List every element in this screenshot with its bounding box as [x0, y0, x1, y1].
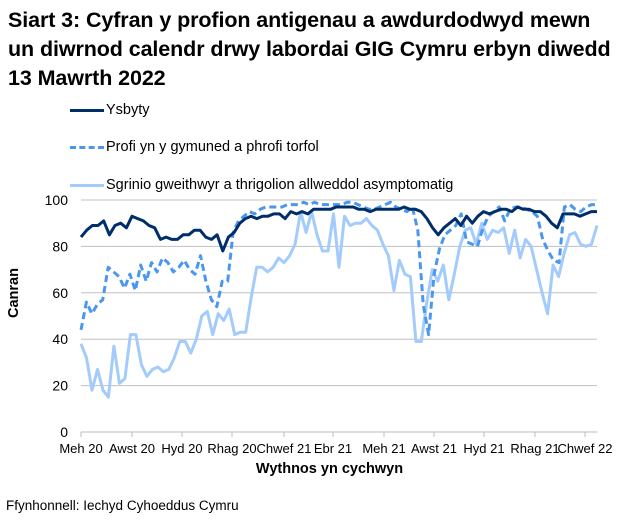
x-tick-label: Awst 20	[109, 441, 155, 456]
y-axis-label: Canran	[6, 268, 22, 318]
x-tick-label: Chwef 21	[257, 441, 312, 456]
series-line	[79, 200, 597, 337]
x-tick-label: Rhag 21	[510, 441, 559, 456]
series-line	[79, 210, 599, 399]
y-tick-label: 20	[52, 378, 68, 394]
x-tick-label: Ebr 21	[314, 441, 352, 456]
x-tick-label: Meh 20	[59, 441, 102, 456]
y-tick-label: 80	[52, 238, 68, 254]
y-axis-ticks: 0 20 40 60 80 100	[45, 192, 69, 440]
y-tick-label: 100	[45, 192, 69, 208]
x-tick-label: Hyd 20	[161, 441, 202, 456]
gridlines	[81, 199, 597, 387]
x-tick-label: Awst 21	[411, 441, 457, 456]
y-tick-label: 0	[60, 424, 68, 440]
y-tick-label: 40	[52, 331, 68, 347]
x-tick-label: Chwef 22	[558, 441, 613, 456]
x-tick-label: Hyd 21	[463, 441, 504, 456]
x-axis: Meh 20 Awst 20 Hyd 20 Rhag 20 Chwef 21 Ebr 21…	[59, 431, 613, 456]
x-tick-label: Meh 21	[362, 441, 405, 456]
source-note: Ffynhonnell: Iechyd Cyhoeddus Cymru	[6, 498, 239, 513]
x-tick-label: Rhag 20	[207, 441, 256, 456]
chart-title: Siart 3: Cyfran y profion antigenau a aw…	[8, 8, 611, 90]
x-axis-label: Wythnos yn cychwyn	[255, 461, 404, 477]
series-line	[79, 205, 597, 253]
y-tick-label: 60	[52, 285, 68, 301]
series-lines	[79, 200, 599, 399]
